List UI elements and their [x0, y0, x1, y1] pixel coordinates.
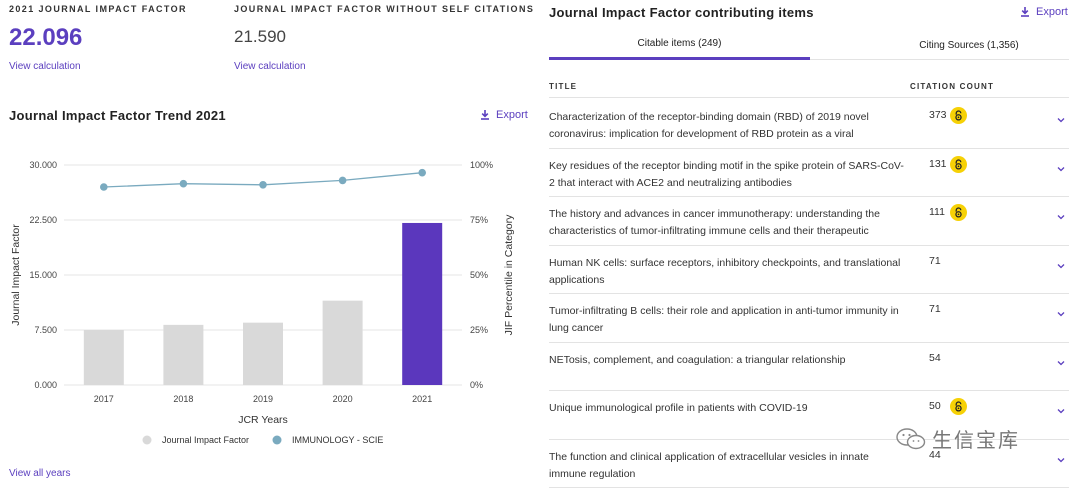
- x-tick-label: 2021: [412, 394, 432, 404]
- chevron-down-icon[interactable]: [1056, 455, 1066, 465]
- y-tick-label: 30.000: [29, 160, 57, 170]
- jif-trend-chart: 0.000 7.500 15.000 22.500 30.000 0% 25% 50% 75% 1…: [10, 160, 515, 445]
- x-tick-label: 2018: [173, 394, 193, 404]
- jif-view-calculation-link[interactable]: View calculation: [9, 61, 81, 72]
- open-access-icon: [950, 398, 967, 415]
- citation-count: 111: [929, 206, 945, 218]
- chevron-down-icon[interactable]: [1056, 212, 1066, 222]
- legend-label: Journal Impact Factor: [162, 435, 249, 445]
- table-row[interactable]: Characterization of the receptor-binding…: [549, 100, 1069, 149]
- citation-count: 71: [929, 303, 941, 315]
- citation-count: 50: [929, 400, 941, 412]
- y2-tick-label: 75%: [470, 215, 488, 225]
- open-access-icon: [950, 204, 967, 221]
- tab-citable-items[interactable]: Citable items (249): [549, 30, 810, 60]
- item-title[interactable]: The history and advances in cancer immun…: [549, 208, 880, 237]
- jif-no-self-view-calculation-link[interactable]: View calculation: [234, 61, 306, 72]
- jif-no-self-metric: JOURNAL IMPACT FACTOR WITHOUT SELF CITAT…: [234, 4, 534, 47]
- y2-tick-label: 25%: [470, 325, 488, 335]
- table-row[interactable]: The history and advances in cancer immun…: [549, 197, 1069, 246]
- jif-no-self-label: JOURNAL IMPACT FACTOR WITHOUT SELF CITAT…: [234, 4, 535, 14]
- table-row[interactable]: Tumor-infiltrating B cells: their role a…: [549, 294, 1069, 343]
- jif-label: 2021 JOURNAL IMPACT FACTOR: [9, 4, 187, 14]
- items-table-header: TITLE CITATION COUNT: [549, 78, 1069, 98]
- bar: [402, 222, 443, 385]
- bar: [163, 324, 204, 385]
- trend-export-button[interactable]: Export: [480, 109, 528, 121]
- chevron-down-icon[interactable]: [1056, 358, 1066, 368]
- y-tick-label: 0.000: [34, 380, 57, 390]
- table-row[interactable]: Unique immunological profile in patients…: [549, 391, 1069, 440]
- jif-no-self-value: 21.590: [234, 27, 286, 46]
- y2-axis-label: JIF Percentile in Category: [503, 214, 515, 336]
- item-title[interactable]: The function and clinical application of…: [549, 450, 869, 480]
- citation-count: 71: [929, 254, 941, 267]
- x-tick-label: 2020: [333, 394, 353, 404]
- tab-citing-sources[interactable]: Citing Sources (1,356): [919, 39, 1019, 51]
- jif-metric: 2021 JOURNAL IMPACT FACTOR 22.096: [9, 4, 187, 52]
- item-title[interactable]: Tumor-infiltrating B cells: their role a…: [549, 305, 899, 334]
- column-header-citation-count: CITATION COUNT: [910, 82, 995, 91]
- item-title[interactable]: NETosis, complement, and coagulation: a …: [549, 353, 846, 366]
- column-header-title: TITLE: [549, 82, 578, 91]
- table-row[interactable]: Key residues of the receptor binding mot…: [549, 149, 1069, 197]
- watermark-text: 生信宝库: [932, 430, 1020, 452]
- items-export-button[interactable]: Export: [1020, 6, 1068, 18]
- wechat-icon: [896, 427, 926, 449]
- chevron-down-icon[interactable]: [1056, 309, 1066, 319]
- citation-count: 44: [929, 448, 941, 461]
- x-tick-label: 2019: [253, 394, 273, 404]
- item-title[interactable]: Key residues of the receptor binding mot…: [549, 159, 904, 189]
- open-access-icon: [950, 155, 967, 173]
- line-point: [338, 176, 347, 185]
- line-point: [179, 179, 188, 188]
- y2-tick-label: 0%: [470, 380, 483, 390]
- line-point: [418, 168, 427, 177]
- view-all-years-link[interactable]: View all years: [9, 468, 71, 479]
- table-row[interactable]: Human NK cells: surface receptors, inhib…: [549, 246, 1069, 294]
- items-export-label: Export: [1036, 6, 1068, 18]
- y-tick-label: 7.500: [34, 325, 57, 335]
- y-tick-label: 22.500: [29, 215, 57, 225]
- line-point: [259, 181, 267, 189]
- x-axis-label: JCR Years: [238, 414, 288, 426]
- download-icon: [481, 110, 489, 120]
- chevron-down-icon[interactable]: [1056, 164, 1066, 174]
- jif-value: 22.096: [9, 24, 83, 51]
- item-title[interactable]: Characterization of the receptor-binding…: [549, 111, 869, 140]
- y2-tick-label: 100%: [470, 160, 493, 170]
- legend-swatch-line: [272, 435, 282, 445]
- bar: [322, 300, 363, 385]
- y-tick-label: 15.000: [29, 270, 57, 280]
- table-row[interactable]: NETosis, complement, and coagulation: a …: [549, 343, 1069, 391]
- trend-title: Journal Impact Factor Trend 2021: [9, 108, 226, 123]
- items-tabs: Citable items (249) Citing Sources (1,35…: [549, 30, 1069, 60]
- legend-label: IMMUNOLOGY - SCIE: [292, 435, 383, 445]
- citation-count: 373: [929, 109, 947, 121]
- chevron-down-icon[interactable]: [1056, 115, 1066, 125]
- chevron-down-icon[interactable]: [1056, 406, 1066, 416]
- open-access-icon: [950, 107, 967, 124]
- bar: [243, 322, 283, 385]
- line-point: [100, 183, 108, 191]
- citation-count: 54: [929, 351, 941, 364]
- y2-tick-label: 50%: [470, 270, 488, 280]
- contributing-items-title: Journal Impact Factor contributing items: [549, 5, 814, 20]
- items-table-body: Characterization of the receptor-binding…: [549, 100, 1069, 488]
- x-tick-label: 2017: [94, 394, 114, 404]
- trend-export-label: Export: [496, 109, 528, 121]
- chevron-down-icon[interactable]: [1056, 261, 1066, 271]
- legend-swatch-bar: [142, 435, 152, 445]
- citation-count: 131: [929, 157, 947, 170]
- item-title[interactable]: Human NK cells: surface receptors, inhib…: [549, 256, 901, 286]
- y-axis-label: Journal Impact Factor: [10, 224, 22, 326]
- watermark: 生信宝库: [896, 424, 1020, 453]
- item-title[interactable]: Unique immunological profile in patients…: [549, 402, 808, 414]
- bar: [83, 330, 124, 385]
- download-icon: [1021, 7, 1029, 17]
